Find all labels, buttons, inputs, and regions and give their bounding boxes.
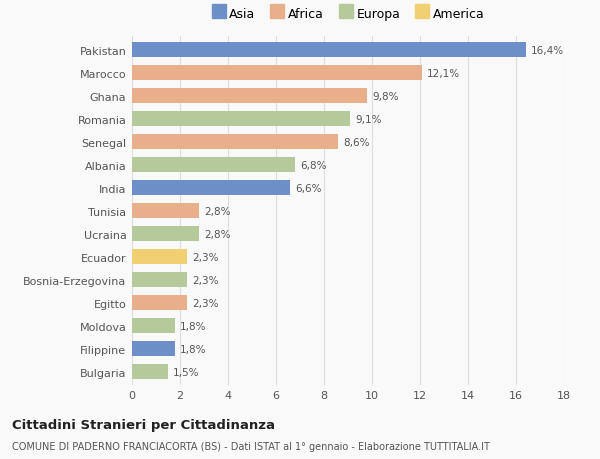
Text: 2,3%: 2,3% bbox=[192, 298, 218, 308]
Text: 1,8%: 1,8% bbox=[180, 344, 206, 354]
Bar bbox=[132, 227, 199, 241]
Text: 2,3%: 2,3% bbox=[192, 252, 218, 262]
Bar bbox=[132, 43, 526, 57]
Text: 2,3%: 2,3% bbox=[192, 275, 218, 285]
Text: 1,5%: 1,5% bbox=[173, 367, 199, 377]
Bar bbox=[132, 66, 422, 80]
Text: 6,8%: 6,8% bbox=[300, 160, 326, 170]
Text: Cittadini Stranieri per Cittadinanza: Cittadini Stranieri per Cittadinanza bbox=[12, 418, 275, 431]
Text: 2,8%: 2,8% bbox=[204, 206, 230, 216]
Text: 12,1%: 12,1% bbox=[427, 68, 460, 78]
Bar bbox=[132, 112, 350, 126]
Text: 8,6%: 8,6% bbox=[343, 137, 370, 147]
Bar bbox=[132, 296, 187, 310]
Text: 9,8%: 9,8% bbox=[372, 91, 398, 101]
Text: 16,4%: 16,4% bbox=[530, 45, 563, 56]
Bar bbox=[132, 319, 175, 333]
Bar bbox=[132, 364, 168, 379]
Bar bbox=[132, 250, 187, 264]
Bar bbox=[132, 204, 199, 218]
Bar bbox=[132, 89, 367, 103]
Bar bbox=[132, 135, 338, 149]
Bar bbox=[132, 273, 187, 287]
Bar bbox=[132, 181, 290, 195]
Text: 6,6%: 6,6% bbox=[295, 183, 322, 193]
Text: 2,8%: 2,8% bbox=[204, 229, 230, 239]
Bar bbox=[132, 158, 295, 172]
Legend: Asia, Africa, Europa, America: Asia, Africa, Europa, America bbox=[209, 6, 487, 23]
Text: 9,1%: 9,1% bbox=[355, 114, 382, 124]
Bar bbox=[132, 341, 175, 356]
Text: COMUNE DI PADERNO FRANCIACORTA (BS) - Dati ISTAT al 1° gennaio - Elaborazione TU: COMUNE DI PADERNO FRANCIACORTA (BS) - Da… bbox=[12, 441, 490, 451]
Text: 1,8%: 1,8% bbox=[180, 321, 206, 331]
